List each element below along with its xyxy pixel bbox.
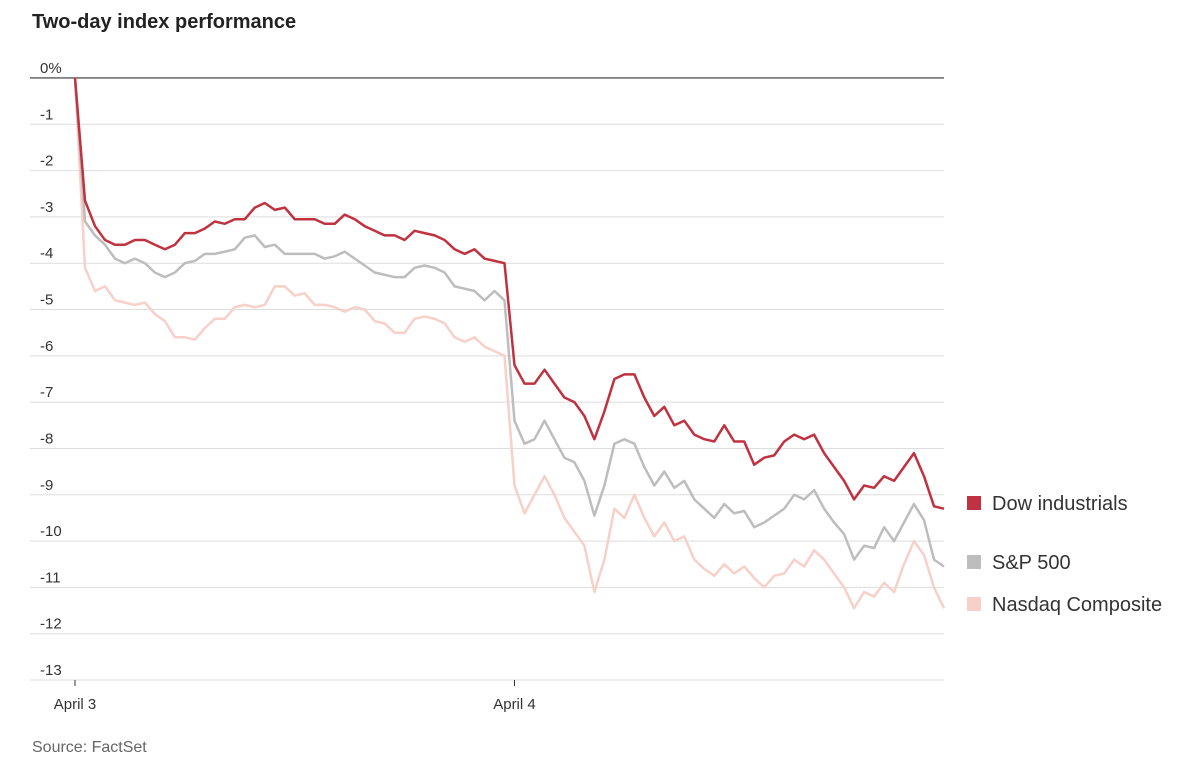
y-tick-label: -3 (40, 199, 53, 216)
source: Source: FactSet (32, 739, 147, 756)
series-line (73, 77, 945, 510)
y-tick-label: -9 (40, 477, 53, 494)
legend-swatch (967, 496, 981, 510)
legend-label: Dow industrials (992, 493, 1128, 515)
y-tick-label: -4 (40, 245, 53, 262)
x-tick-label: April 3 (54, 696, 97, 713)
series-line (73, 77, 945, 568)
chart-title: Two-day index performance (32, 11, 296, 33)
y-tick-label: -2 (40, 153, 53, 170)
y-tick-label: -11 (40, 569, 61, 586)
y-tick-label: -12 (40, 616, 62, 633)
y-tick-label: 0% (40, 60, 62, 77)
legend-swatch (967, 555, 981, 569)
y-tick-label: -10 (40, 523, 62, 540)
y-tick-label: -5 (40, 292, 53, 309)
legend-swatch (967, 597, 981, 611)
y-tick-label: -1 (40, 106, 53, 123)
legend-label: Nasdaq Composite (992, 594, 1162, 616)
y-tick-label: -8 (40, 430, 53, 447)
legend-label: S&P 500 (992, 552, 1071, 574)
y-tick-label: -6 (40, 338, 53, 355)
series-line (73, 77, 946, 610)
x-tick-label: April 4 (493, 696, 536, 713)
y-tick-label: -7 (40, 384, 53, 401)
y-tick-label: -13 (40, 662, 62, 679)
